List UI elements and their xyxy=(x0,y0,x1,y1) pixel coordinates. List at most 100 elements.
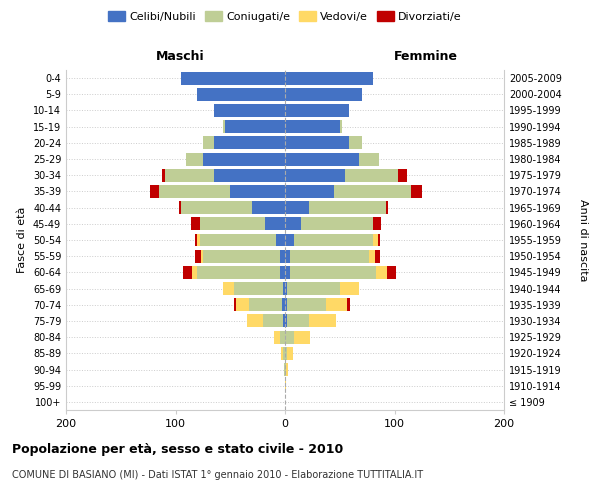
Text: Maschi: Maschi xyxy=(155,50,205,62)
Bar xyxy=(195,250,200,262)
Bar xyxy=(203,152,285,166)
Bar xyxy=(164,169,214,181)
Text: Popolazione per età, sesso e stato civile - 2010: Popolazione per età, sesso e stato civil… xyxy=(12,442,343,456)
Bar xyxy=(285,379,286,392)
Bar xyxy=(214,104,285,117)
Bar xyxy=(370,250,375,262)
Bar xyxy=(285,266,290,279)
Bar xyxy=(285,136,349,149)
Bar xyxy=(263,314,283,328)
Bar xyxy=(203,250,280,262)
Bar xyxy=(281,347,283,360)
Bar xyxy=(349,136,362,149)
Bar xyxy=(290,250,370,262)
Bar xyxy=(378,234,380,246)
Bar xyxy=(203,136,214,149)
Bar xyxy=(283,314,285,328)
Bar xyxy=(197,234,200,246)
Bar xyxy=(345,169,398,181)
Bar xyxy=(214,136,285,149)
Text: Femmine: Femmine xyxy=(394,50,458,62)
Bar xyxy=(340,282,359,295)
Bar xyxy=(285,347,287,360)
Bar xyxy=(287,314,309,328)
Text: COMUNE DI BASIANO (MI) - Dati ISTAT 1° gennaio 2010 - Elaborazione TUTTITALIA.IT: COMUNE DI BASIANO (MI) - Dati ISTAT 1° g… xyxy=(12,470,423,480)
Bar xyxy=(265,218,285,230)
Bar xyxy=(192,266,197,279)
Bar xyxy=(340,120,342,133)
Bar xyxy=(347,298,350,311)
Bar xyxy=(283,347,285,360)
Bar xyxy=(376,266,387,279)
Bar xyxy=(285,185,334,198)
Bar xyxy=(294,330,310,344)
Bar xyxy=(200,250,203,262)
Bar xyxy=(334,185,411,198)
Legend: Celibi/Nubili, Coniugati/e, Vedovi/e, Divorziati/e: Celibi/Nubili, Coniugati/e, Vedovi/e, Di… xyxy=(105,8,465,25)
Bar xyxy=(309,314,337,328)
Bar xyxy=(285,298,287,311)
Bar xyxy=(280,266,285,279)
Bar xyxy=(386,201,388,214)
Bar xyxy=(294,234,373,246)
Bar xyxy=(214,169,285,181)
Y-axis label: Anni di nascita: Anni di nascita xyxy=(578,198,589,281)
Bar xyxy=(236,298,249,311)
Bar xyxy=(326,298,347,311)
Bar xyxy=(233,282,283,295)
Bar xyxy=(274,330,280,344)
Bar xyxy=(373,218,382,230)
Bar xyxy=(191,218,200,230)
Bar xyxy=(183,266,192,279)
Bar xyxy=(280,330,285,344)
Bar xyxy=(287,298,326,311)
Bar xyxy=(387,266,395,279)
Bar xyxy=(197,88,285,101)
Bar xyxy=(197,266,280,279)
Bar xyxy=(282,298,285,311)
Bar xyxy=(285,88,362,101)
Bar xyxy=(286,363,288,376)
Bar xyxy=(285,201,309,214)
Bar xyxy=(280,250,285,262)
Bar xyxy=(195,234,197,246)
Bar xyxy=(247,314,263,328)
Bar xyxy=(373,234,378,246)
Bar xyxy=(285,282,287,295)
Bar xyxy=(233,298,236,311)
Bar xyxy=(163,169,164,181)
Bar xyxy=(159,185,230,198)
Bar xyxy=(285,120,340,133)
Bar xyxy=(181,201,252,214)
Bar xyxy=(225,120,285,133)
Bar xyxy=(287,347,293,360)
Bar xyxy=(309,201,386,214)
Bar xyxy=(187,152,203,166)
Bar xyxy=(223,120,225,133)
Y-axis label: Fasce di età: Fasce di età xyxy=(17,207,27,273)
Bar xyxy=(181,72,285,85)
Bar xyxy=(230,185,285,198)
Bar xyxy=(284,363,285,376)
Bar xyxy=(285,330,294,344)
Bar xyxy=(285,234,294,246)
Bar xyxy=(151,185,159,198)
Bar xyxy=(287,282,340,295)
Bar xyxy=(285,218,301,230)
Bar xyxy=(398,169,407,181)
Bar xyxy=(285,363,286,376)
Bar xyxy=(285,250,290,262)
Bar xyxy=(285,152,359,166)
Bar xyxy=(285,314,287,328)
Bar xyxy=(375,250,380,262)
Bar xyxy=(285,169,345,181)
Bar xyxy=(359,152,379,166)
Bar xyxy=(301,218,373,230)
Bar xyxy=(411,185,422,198)
Bar xyxy=(276,234,285,246)
Bar xyxy=(223,282,233,295)
Bar xyxy=(290,266,376,279)
Bar xyxy=(249,298,282,311)
Bar xyxy=(200,218,265,230)
Bar xyxy=(283,282,285,295)
